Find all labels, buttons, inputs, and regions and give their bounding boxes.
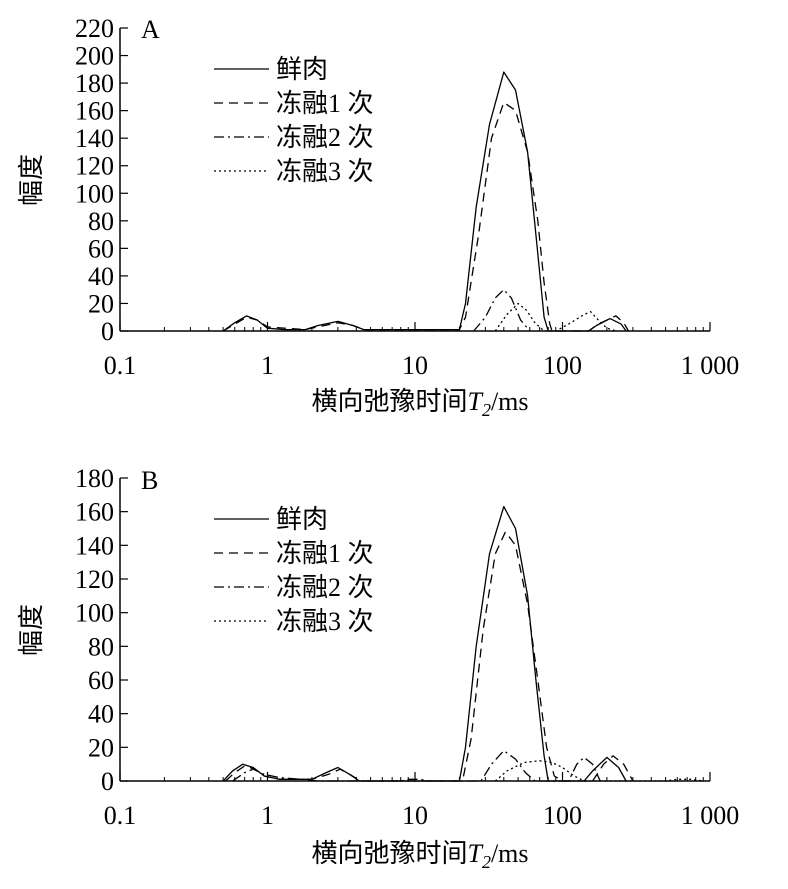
y-tick-label: 20 (88, 733, 114, 762)
x-axis-title: 横向弛豫时间T2/ms (311, 387, 528, 420)
series-line-4 (494, 760, 704, 782)
y-tick-label: 180 (75, 69, 114, 98)
y-tick-label: 100 (75, 179, 114, 208)
y-tick-label: 80 (88, 632, 114, 661)
legend-label: 鲜肉 (276, 55, 328, 84)
x-tick-label: 10 (402, 801, 428, 830)
y-tick-label: 160 (75, 97, 114, 126)
legend-label: 冻融3 次 (276, 157, 374, 186)
y-tick-label: 220 (75, 14, 114, 43)
x-tick-label: 1 000 (681, 351, 740, 380)
y-tick-label: 60 (88, 234, 114, 263)
x-tick-label: 10 (402, 351, 428, 380)
y-tick-label: 100 (75, 599, 114, 628)
x-tick-label: 0.1 (104, 801, 137, 830)
legend-label: 冻融1 次 (276, 89, 374, 118)
x-tick-label: 1 (261, 351, 274, 380)
y-tick-label: 80 (88, 207, 114, 236)
y-axis-title: 幅度 (17, 154, 46, 206)
panel-label: B (141, 466, 158, 495)
x-tick-label: 100 (543, 801, 582, 830)
legend-label: 鲜肉 (276, 505, 328, 534)
x-tick-label: 100 (543, 351, 582, 380)
x-tick-label: 1 (261, 801, 274, 830)
x-tick-label: 1 000 (681, 801, 740, 830)
y-axis-title: 幅度 (17, 604, 46, 656)
panel-label: A (141, 15, 160, 44)
y-tick-label: 0 (101, 317, 114, 346)
y-tick-label: 20 (88, 289, 114, 318)
y-tick-label: 120 (75, 152, 114, 181)
series-line-3 (473, 289, 531, 332)
y-tick-label: 200 (75, 42, 114, 71)
series-line-3 (232, 750, 601, 782)
x-tick-label: 0.1 (104, 351, 137, 380)
y-tick-label: 60 (88, 666, 114, 695)
legend-label: 冻融1 次 (276, 539, 374, 568)
series-line-4 (494, 302, 617, 332)
x-axis-title: 横向弛豫时间T2/ms (311, 839, 528, 872)
legend-label: 冻融2 次 (276, 573, 374, 602)
y-tick-label: 140 (75, 531, 114, 560)
y-tick-label: 40 (88, 700, 114, 729)
panel-b: 0 20 40 60 80 100 120 140 160 180 0.1 1 10 100 1 000 幅度… (17, 464, 739, 872)
y-tick-label: 160 (75, 498, 114, 527)
y-tick-label: 140 (75, 124, 114, 153)
y-tick-label: 40 (88, 262, 114, 291)
series-line-2 (225, 531, 634, 782)
y-tick-label: 120 (75, 565, 114, 594)
legend-label: 冻融3 次 (276, 607, 374, 636)
legend-label: 冻融2 次 (276, 123, 374, 152)
y-tick-label: 180 (75, 464, 114, 493)
y-tick-label: 0 (101, 767, 114, 796)
